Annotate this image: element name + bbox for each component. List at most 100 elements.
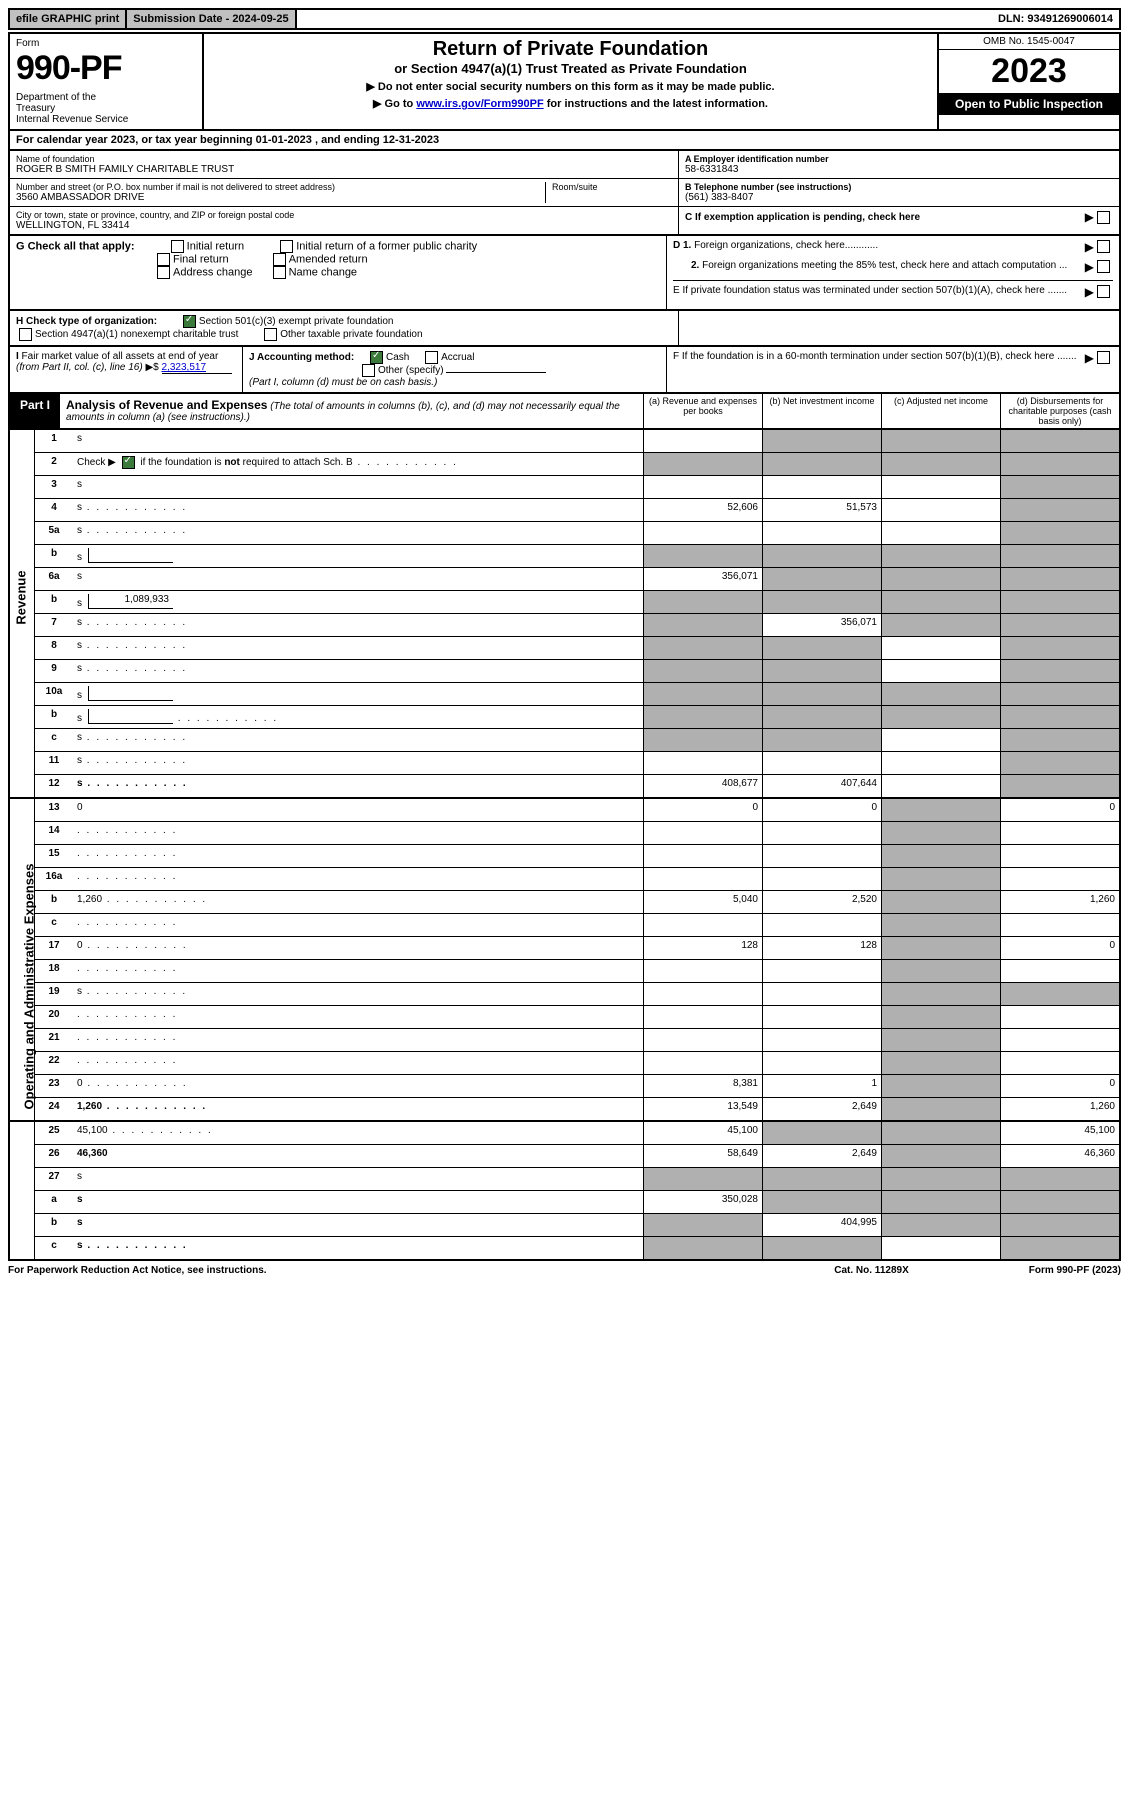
- line-num: 23: [35, 1075, 73, 1097]
- line-desc: s: [73, 430, 643, 452]
- line-desc: s: [73, 1168, 643, 1190]
- val-cell: [643, 1006, 762, 1028]
- val-cell-shaded: [762, 706, 881, 728]
- line-desc: [73, 1052, 643, 1074]
- expenses-section: Operating and Administrative Expenses 13…: [8, 799, 1121, 1122]
- instruction-1: ▶ Do not enter social security numbers o…: [210, 80, 931, 93]
- val-cell-shaded: [762, 430, 881, 452]
- city-cell: City or town, state or province, country…: [10, 207, 678, 234]
- tax-year: 2023: [939, 50, 1119, 93]
- revenue-rows: 1s2Check ▶ if the foundation is not requ…: [35, 430, 1119, 797]
- val-cell-shaded: [643, 545, 762, 567]
- i-section: I Fair market value of all assets at end…: [10, 347, 243, 392]
- line-num: 9: [35, 660, 73, 682]
- col-d-head: (d) Disbursements for charitable purpose…: [1000, 394, 1119, 428]
- val-cell: [643, 522, 762, 544]
- line-23: 2308,38110: [35, 1075, 1119, 1098]
- val-cell-shaded: [1000, 591, 1119, 613]
- val-cell-shaded: [1000, 453, 1119, 475]
- amended-return-checkbox[interactable]: [273, 253, 286, 266]
- address-change-checkbox[interactable]: [157, 266, 170, 279]
- val-cell-shaded: [762, 683, 881, 705]
- line-desc: s: [73, 729, 643, 751]
- line-desc: [73, 960, 643, 982]
- 4947-checkbox[interactable]: [19, 328, 32, 341]
- val-cell-shaded: [881, 453, 1000, 475]
- name-cell: Name of foundation ROGER B SMITH FAMILY …: [10, 151, 678, 179]
- line-num: 24: [35, 1098, 73, 1120]
- part-desc: Analysis of Revenue and Expenses (The to…: [60, 394, 643, 428]
- schb-checkbox[interactable]: [122, 456, 135, 469]
- line-desc: 0: [73, 799, 643, 821]
- val-cell: 408,677: [643, 775, 762, 797]
- initial-former-checkbox[interactable]: [280, 240, 293, 253]
- line-num: 11: [35, 752, 73, 774]
- line-desc: [73, 868, 643, 890]
- line-num: b: [35, 1214, 73, 1236]
- header-left: Form 990-PF Department of theTreasuryInt…: [10, 34, 204, 129]
- line-num: 16a: [35, 868, 73, 890]
- val-cell-shaded: [881, 430, 1000, 452]
- c-checkbox[interactable]: [1097, 211, 1110, 224]
- val-cell: [762, 960, 881, 982]
- city-state-zip: WELLINGTON, FL 33414: [16, 220, 672, 231]
- j-section: J Accounting method: Cash Accrual Other …: [243, 347, 666, 392]
- line-num: b: [35, 591, 73, 613]
- line-num: 17: [35, 937, 73, 959]
- val-cell-shaded: [762, 1168, 881, 1190]
- line-25: 2545,10045,10045,100: [35, 1122, 1119, 1145]
- line-b: b1,2605,0402,5201,260: [35, 891, 1119, 914]
- d2-checkbox[interactable]: [1097, 260, 1110, 273]
- line-num: 10a: [35, 683, 73, 705]
- initial-return-checkbox[interactable]: [171, 240, 184, 253]
- val-cell: [762, 914, 881, 936]
- line-num: 18: [35, 960, 73, 982]
- g-label: G Check all that apply:: [16, 240, 135, 252]
- final-return-checkbox[interactable]: [157, 253, 170, 266]
- top-bar: efile GRAPHIC print Submission Date - 20…: [8, 8, 1121, 30]
- e-checkbox[interactable]: [1097, 285, 1110, 298]
- 501c3-checkbox[interactable]: [183, 315, 196, 328]
- line-11: 11s: [35, 752, 1119, 775]
- val-cell: 5,040: [643, 891, 762, 913]
- val-cell: [1000, 1029, 1119, 1051]
- line-c: cs: [35, 729, 1119, 752]
- g-d-block: G Check all that apply: Initial return I…: [8, 236, 1121, 311]
- line-desc: s: [73, 683, 643, 705]
- line-1: 1s: [35, 430, 1119, 453]
- line-num: 4: [35, 499, 73, 521]
- other-taxable-checkbox[interactable]: [264, 328, 277, 341]
- foundation-name: ROGER B SMITH FAMILY CHARITABLE TRUST: [16, 164, 672, 175]
- val-cell: 46,360: [1000, 1145, 1119, 1167]
- line-20: 20: [35, 1006, 1119, 1029]
- val-cell-shaded: [762, 1122, 881, 1144]
- street-address: 3560 AMBASSADOR DRIVE: [16, 192, 545, 203]
- line-desc: 45,100: [73, 1122, 643, 1144]
- val-cell-shaded: [881, 983, 1000, 1005]
- line-14: 14: [35, 822, 1119, 845]
- line-7: 7s356,071: [35, 614, 1119, 637]
- efile-label: efile GRAPHIC print: [10, 10, 127, 28]
- line-c: c: [35, 914, 1119, 937]
- line-desc: s: [73, 660, 643, 682]
- line-b: bs: [35, 545, 1119, 568]
- h-right-empty: [678, 311, 1119, 345]
- page-footer: For Paperwork Reduction Act Notice, see …: [8, 1261, 1121, 1280]
- fmv-value[interactable]: 2,323,517: [162, 362, 232, 374]
- other-method-checkbox[interactable]: [362, 364, 375, 377]
- name-change-checkbox[interactable]: [273, 266, 286, 279]
- accrual-checkbox[interactable]: [425, 351, 438, 364]
- val-cell-shaded: [881, 1145, 1000, 1167]
- irs-link[interactable]: www.irs.gov/Form990PF: [416, 98, 543, 110]
- val-cell-shaded: [881, 914, 1000, 936]
- phone-cell: B Telephone number (see instructions) (5…: [679, 179, 1119, 207]
- val-cell-shaded: [643, 637, 762, 659]
- line-desc: s1,089,933: [73, 591, 643, 613]
- val-cell: [881, 522, 1000, 544]
- val-cell-shaded: [643, 1214, 762, 1236]
- c-cell: C If exemption application is pending, c…: [679, 207, 1119, 227]
- d1-checkbox[interactable]: [1097, 240, 1110, 253]
- cash-checkbox[interactable]: [370, 351, 383, 364]
- f-checkbox[interactable]: [1097, 351, 1110, 364]
- ein: 58-6331843: [685, 164, 1113, 175]
